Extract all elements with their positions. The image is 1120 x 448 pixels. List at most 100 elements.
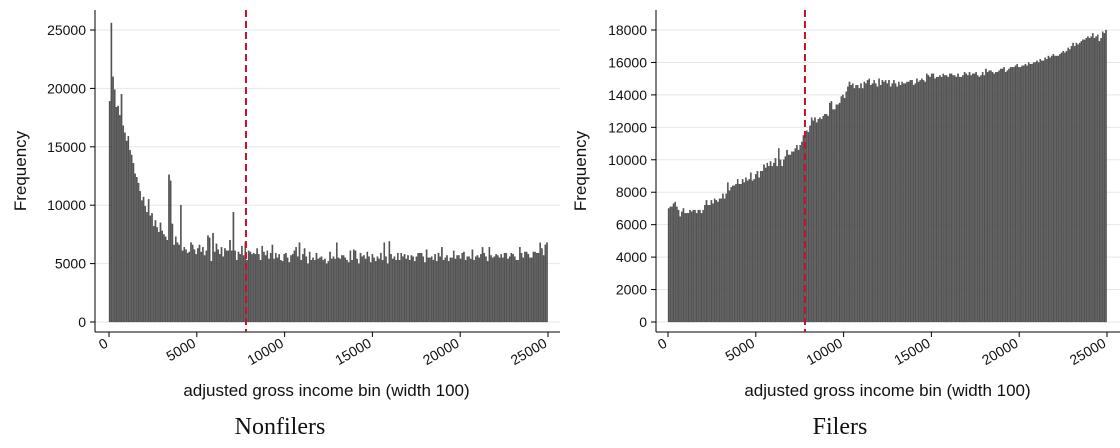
histogram-bar [303, 248, 306, 323]
histogram-bar [1009, 67, 1012, 323]
x-tick-label: 15000 [332, 335, 374, 368]
histogram-bar [254, 254, 257, 323]
histogram-bar [1070, 46, 1073, 323]
histogram-bar [820, 119, 823, 323]
histogram-bar [947, 76, 949, 323]
filers-panel: 0 2000 4000 6000 8000 10000 12000 14000 16000 180… [560, 0, 1120, 448]
histogram-bar [239, 254, 241, 323]
histogram-bar [234, 250, 236, 323]
histogram-bar [829, 102, 831, 323]
histogram-bar [237, 251, 240, 323]
histogram-bar [870, 85, 872, 323]
histogram-bar [814, 117, 816, 323]
histogram-bar [702, 209, 704, 323]
histogram-bar [970, 75, 972, 323]
histogram-bar [320, 256, 323, 323]
histogram-bar [1064, 52, 1066, 323]
histogram-bar [512, 254, 514, 323]
x-axis-label: adjusted gross income bin (width 100) [744, 381, 1030, 400]
histogram-bar [417, 252, 419, 323]
histogram-bar [263, 251, 265, 323]
histogram-bar [927, 75, 930, 323]
histogram-bar [276, 257, 279, 323]
histogram-bar [146, 212, 148, 323]
histogram-bar [926, 73, 928, 323]
histogram-bar [1092, 33, 1094, 323]
histogram-bar [439, 256, 441, 323]
histogram-bar [781, 166, 783, 323]
histogram-bar [717, 201, 719, 323]
histogram-bar [222, 256, 225, 323]
histogram-bar [154, 220, 157, 323]
histogram-bar [429, 257, 431, 323]
histogram-bar [965, 73, 968, 323]
histogram-bar [215, 243, 218, 323]
histogram-bar [441, 247, 443, 323]
histogram-bar [169, 180, 172, 323]
histogram-bar [835, 104, 838, 323]
histogram-bar [768, 166, 770, 323]
histogram-bar [541, 248, 543, 323]
histogram-bar [312, 257, 314, 323]
histogram-bar [185, 249, 187, 323]
histogram-bar [743, 182, 746, 323]
histogram-bar [796, 145, 798, 323]
histogram-bar [219, 254, 221, 323]
histogram-bar [141, 200, 143, 323]
histogram-bar [181, 250, 184, 323]
histogram-bar [1069, 49, 1071, 323]
histogram-bar [252, 252, 255, 323]
histogram-bar [779, 159, 782, 323]
histogram-bar [879, 85, 882, 323]
histogram-bar [944, 75, 946, 323]
histogram-bar [485, 256, 487, 323]
histogram-bar [914, 83, 917, 323]
histogram-bar [784, 156, 787, 323]
x-tick-label: 10000 [803, 335, 845, 368]
y-tick-label: 6000 [616, 217, 647, 233]
histogram-bar [1097, 34, 1099, 323]
histogram-bar [188, 251, 191, 323]
histogram-bar [728, 190, 731, 323]
histogram-bar [975, 72, 977, 323]
y-tick-label: 14000 [608, 87, 647, 103]
histogram-bar [351, 259, 353, 323]
histogram-bar [921, 78, 923, 323]
histogram-bar [1090, 36, 1092, 323]
y-tick-label: 10000 [608, 152, 647, 168]
histogram-bar [810, 117, 813, 323]
histogram-bar [142, 196, 145, 323]
histogram-bar [134, 173, 136, 323]
histogram-bar [1000, 68, 1002, 323]
y-tick-label: 4000 [616, 249, 647, 265]
histogram-bar [149, 215, 152, 323]
histogram-bar [889, 86, 892, 323]
histogram-bar [774, 158, 777, 323]
histogram-bar [344, 257, 347, 323]
histogram-bar [210, 261, 213, 323]
histogram-bar [186, 252, 189, 323]
histogram-bar [198, 244, 201, 323]
histogram-bar [397, 252, 399, 323]
histogram-bar [922, 80, 925, 323]
histogram-bar [945, 75, 948, 323]
histogram-bar [720, 198, 723, 323]
histogram-bar [695, 213, 698, 323]
histogram-bar [1039, 59, 1042, 323]
histogram-bar [1075, 42, 1078, 323]
histogram-bar [755, 174, 757, 323]
histogram-bar [791, 151, 793, 323]
histogram-bar [868, 78, 871, 323]
histogram-bar [483, 252, 486, 323]
histogram-bar [386, 263, 389, 323]
histogram-bar [894, 83, 897, 323]
histogram-bar [952, 75, 954, 323]
histogram-bar [736, 179, 739, 323]
histogram-bar [899, 85, 902, 323]
histogram-bar [924, 81, 926, 323]
histogram-bar [1060, 52, 1063, 323]
histogram-bar [888, 80, 890, 323]
histogram-bar [1078, 42, 1081, 323]
histogram-bar [363, 255, 365, 323]
histogram-bar [980, 75, 982, 323]
